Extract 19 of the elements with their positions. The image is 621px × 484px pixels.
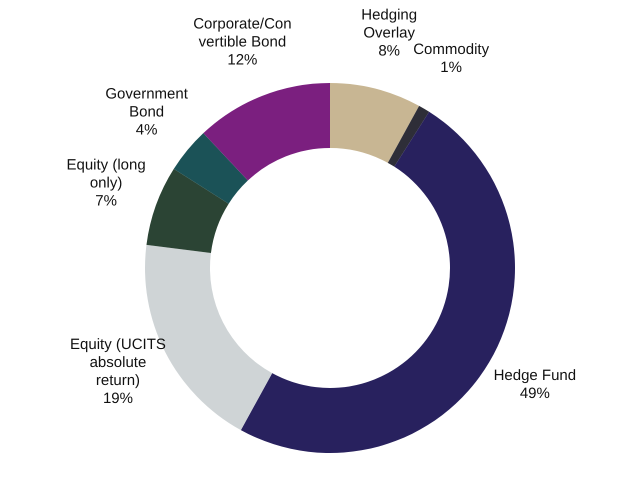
donut-slice (388, 106, 430, 167)
data-label: 4% (136, 121, 158, 138)
data-label: 8% (378, 42, 400, 60)
data-label: 7% (95, 192, 117, 210)
slice-label: Equity (long only) (66, 156, 146, 192)
slice-label: Corporate/Convertible Bond (193, 16, 292, 51)
data-label: 1% (440, 59, 462, 76)
slice-label: Government Bond (105, 85, 189, 120)
data-label: 19% (102, 390, 133, 408)
slice-label: Commodity (413, 41, 490, 58)
slice-label: Hedging Overlay (361, 6, 418, 42)
donut-slice (174, 133, 248, 204)
data-label: 12% (227, 52, 258, 69)
slice-label: Hedge Fund (494, 367, 576, 384)
donut-slice (146, 168, 229, 253)
data-label: 49% (520, 385, 550, 402)
slice-label: Equity (UCITS absolute return) (70, 336, 166, 390)
donut-slice (203, 83, 330, 181)
donut-slice (330, 83, 420, 163)
